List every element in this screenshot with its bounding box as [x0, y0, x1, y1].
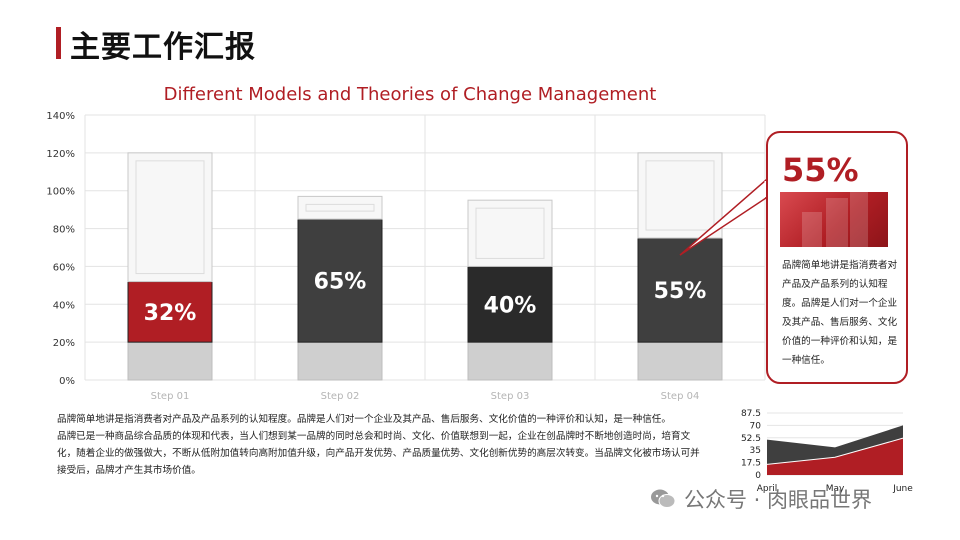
bar-remainder-segment	[127, 152, 213, 283]
bar-data-label: 40%	[484, 293, 537, 318]
bar-remainder-segment	[467, 199, 553, 267]
watermark-text: 公众号 · 肉眼品世界	[684, 488, 873, 512]
bar-remainder-segment	[297, 195, 383, 220]
body-paragraph-2: 品牌已是一种商品综合品质的体现和代表，当人们想到某一品牌的同时总会和时尚、文化、…	[57, 431, 700, 476]
bar-value-segment	[467, 265, 553, 343]
y-tick-label: 100%	[46, 187, 75, 198]
x-tick-label: Step 03	[491, 391, 530, 402]
watermark: 公众号 · 肉眼品世界	[650, 484, 872, 514]
y-tick-label: 120%	[46, 149, 75, 160]
y-tick-label: 40%	[53, 300, 75, 311]
bar-data-label: 65%	[314, 270, 367, 295]
x-tick-label: Step 01	[151, 391, 190, 402]
y-tick-label: 60%	[53, 262, 75, 273]
bar-value-segment	[637, 237, 723, 343]
bar-remainder-inner	[305, 203, 375, 212]
callout-value: 55%	[782, 151, 859, 189]
y-tick-label: 140%	[46, 111, 75, 122]
callout-box: 55% 品牌简单地讲是指消费者对产品及产品系列的认知程度。品牌是人们对一个企业及…	[766, 131, 908, 384]
x-tick-label: Step 04	[661, 391, 700, 402]
page-title: 主要工作汇报	[70, 30, 256, 65]
bar-remainder-segment	[637, 152, 723, 239]
bar-base-segment	[297, 341, 383, 381]
bar-value-segment	[297, 218, 383, 343]
y-tick-label: 20%	[53, 338, 75, 349]
bar-base-segment	[467, 341, 553, 381]
title-accent-bar	[56, 27, 61, 59]
body-paragraph-1: 品牌简单地讲是指消费者对产品及产品系列的认知程度。品牌是人们对一个企业及其产品、…	[57, 414, 671, 425]
y-tick-label: 80%	[53, 225, 75, 236]
chart-title: Different Models and Theories of Change …	[163, 84, 657, 105]
building-image	[780, 192, 888, 247]
bar-base-segment	[127, 341, 213, 381]
bar-remainder-inner	[135, 160, 205, 275]
body-text: 品牌简单地讲是指消费者对产品及产品系列的认知程度。品牌是人们对一个企业及其产品、…	[57, 411, 705, 479]
bar-data-label: 32%	[144, 301, 197, 326]
wechat-icon	[650, 488, 676, 510]
bar-remainder-inner	[645, 160, 715, 231]
y-tick-label: 0%	[59, 376, 75, 387]
bar-remainder-inner	[475, 207, 545, 259]
bar-data-label: 55%	[654, 279, 707, 304]
bar-base-segment	[637, 341, 723, 381]
callout-description: 品牌简单地讲是指消费者对产品及产品系列的认知程度。品牌是人们对一个企业及其产品、…	[782, 260, 898, 366]
x-tick-label: Step 02	[321, 391, 360, 402]
